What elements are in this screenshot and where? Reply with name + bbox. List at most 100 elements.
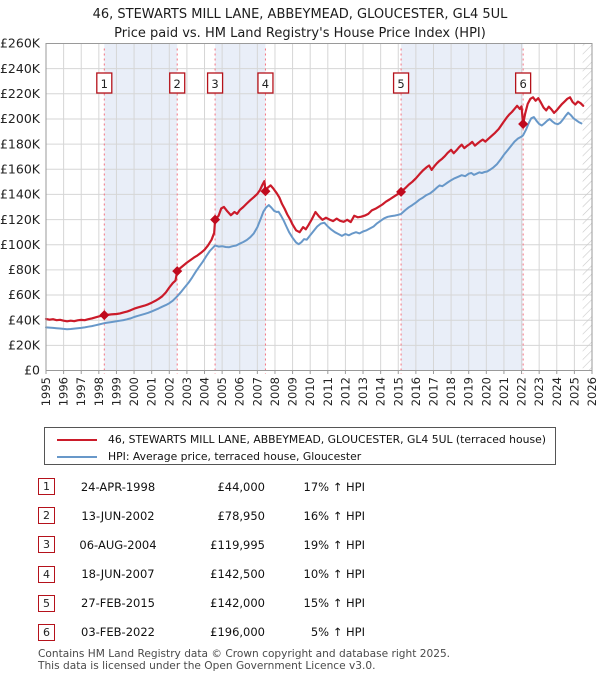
x-axis-label: 2014	[374, 377, 388, 406]
x-axis-label: 2001	[145, 377, 159, 406]
sale-hpi-delta: 17% ↑ HPI	[303, 479, 365, 494]
y-axis-label: £180K	[0, 136, 41, 151]
sale-point	[99, 310, 110, 321]
y-axis-label: £200K	[0, 111, 41, 126]
sale-number-box	[169, 72, 186, 94]
sale-number: 3	[211, 77, 218, 91]
license-footer: Contains HM Land Registry data © Crown c…	[38, 648, 598, 672]
sale-date: 24-APR-1998	[80, 479, 156, 494]
sale-row: 2 13-JUN-2002 £78,950 16% ↑ HPI	[38, 507, 578, 525]
sale-point	[260, 186, 271, 197]
x-axis-label: 2004	[198, 377, 212, 406]
sale-number-box	[514, 72, 532, 94]
footer-line-2: This data is licensed under the Open Gov…	[38, 659, 376, 672]
y-axis-label: £120K	[0, 212, 41, 227]
x-axis-label: 2015	[391, 377, 405, 406]
x-axis-label: 1995	[39, 377, 53, 406]
sale-price: £196,000	[210, 625, 265, 640]
sale-hpi-delta: 5% ↑ HPI	[310, 625, 365, 640]
y-axis-label: £160K	[0, 161, 41, 176]
y-axis-label: £20K	[8, 338, 41, 353]
sale-hpi-delta: 10% ↑ HPI	[303, 567, 365, 582]
x-axis-label: 2023	[532, 377, 546, 406]
ownership-band	[401, 43, 524, 371]
sale-price: £142,500	[210, 567, 265, 582]
future-hatch-region	[582, 43, 592, 371]
x-axis-label: 2009	[286, 377, 300, 406]
hpi-line-swatch	[57, 455, 97, 458]
sale-price: £119,995	[210, 537, 265, 552]
sale-hpi-delta: 19% ↑ HPI	[303, 537, 365, 552]
sale-price: £44,000	[217, 479, 265, 494]
sale-date: 03-FEB-2022	[81, 625, 155, 640]
x-axis-label: 2016	[409, 377, 423, 406]
chart-title: 46, STEWARTS MILL LANE, ABBEYMEAD, GLOUC…	[0, 5, 600, 43]
x-axis-label: 1996	[57, 377, 71, 406]
x-axis-label: 2022	[515, 377, 529, 406]
sale-number-badge: 4	[38, 565, 55, 583]
sale-number: 4	[262, 77, 269, 91]
x-axis-label: 2005	[215, 377, 229, 406]
x-axis-label: 2019	[462, 377, 476, 406]
y-axis-label: £140K	[0, 187, 41, 202]
sale-number: 5	[397, 77, 404, 91]
x-axis-label: 2013	[356, 377, 370, 406]
price-line-swatch	[57, 438, 97, 441]
x-axis-label: 2020	[479, 377, 493, 406]
y-axis-label: £60K	[8, 287, 41, 302]
sale-date: 13-JUN-2002	[81, 508, 155, 523]
sale-point	[210, 214, 221, 225]
sale-row: 4 18-JUN-2007 £142,500 10% ↑ HPI	[38, 565, 578, 583]
x-axis-label: 2010	[303, 377, 317, 406]
sale-number-badge: 2	[38, 507, 55, 525]
x-axis-label: 2007	[250, 377, 264, 406]
sale-row: 3 06-AUG-2004 £119,995 19% ↑ HPI	[38, 536, 578, 554]
y-axis-label: £80K	[8, 262, 41, 277]
sale-number: 1	[101, 77, 108, 91]
price-paid-line	[44, 96, 585, 323]
sale-row: 1 24-APR-1998 £44,000 17% ↑ HPI	[38, 478, 578, 495]
x-axis-label: 2021	[497, 377, 511, 406]
x-axis-label: 2012	[338, 377, 352, 406]
sale-number-box	[257, 72, 274, 94]
x-axis-label: 2002	[162, 377, 176, 406]
legend-row-price: 46, STEWARTS MILL LANE, ABBEYMEAD, GLOUC…	[57, 431, 555, 448]
y-axis-label: £0	[24, 363, 40, 378]
x-axis-label: 2011	[321, 377, 335, 406]
footer-line-1: Contains HM Land Registry data © Crown c…	[38, 648, 451, 660]
y-axis-label: £240K	[0, 61, 41, 76]
sale-price: £142,000	[210, 596, 265, 611]
x-axis-label: 2025	[567, 377, 581, 406]
x-axis-label: 2017	[426, 377, 440, 406]
title-subtitle: Price paid vs. HM Land Registry's House …	[114, 26, 486, 41]
sale-hpi-delta: 16% ↑ HPI	[303, 508, 365, 523]
y-axis-label: £40K	[8, 312, 41, 327]
sale-number: 2	[174, 77, 181, 91]
price-history-chart: 1 2 3 4 5 6 £0 £20K £40K £60K £80K £100K £120K £140K £…	[0, 36, 599, 407]
x-axis-label: 2003	[180, 377, 194, 406]
sale-point	[172, 266, 183, 277]
x-axis-label: 2024	[550, 377, 564, 406]
sale-date: 18-JUN-2007	[81, 567, 155, 582]
sales-table: 1 24-APR-1998 £44,000 17% ↑ HPI 2 13-JUN…	[38, 478, 578, 653]
sale-number-badge: 3	[38, 536, 55, 554]
legend-row-hpi: HPI: Average price, terraced house, Glou…	[57, 448, 555, 465]
y-axis-label: £220K	[0, 86, 41, 101]
x-axis-label: 1998	[92, 377, 106, 406]
sale-number: 6	[519, 77, 526, 91]
sale-number-box	[96, 72, 113, 94]
sale-number-badge: 5	[38, 594, 55, 612]
sale-number-badge: 6	[38, 623, 55, 641]
legend-label-hpi: HPI: Average price, terraced house, Glou…	[108, 450, 362, 463]
chart-legend: 46, STEWARTS MILL LANE, ABBEYMEAD, GLOUC…	[44, 427, 556, 465]
sale-date: 27-FEB-2015	[81, 596, 155, 611]
x-axis-label: 1997	[74, 377, 88, 406]
y-axis-label: £100K	[0, 237, 41, 252]
sale-row: 6 03-FEB-2022 £196,000 5% ↑ HPI	[38, 623, 578, 641]
title-address: 46, STEWARTS MILL LANE, ABBEYMEAD, GLOUC…	[92, 7, 508, 22]
x-axis-label: 2006	[233, 377, 247, 406]
sale-hpi-delta: 15% ↑ HPI	[303, 596, 365, 611]
hpi-line	[45, 111, 583, 331]
sale-row: 5 27-FEB-2015 £142,000 15% ↑ HPI	[38, 594, 578, 612]
